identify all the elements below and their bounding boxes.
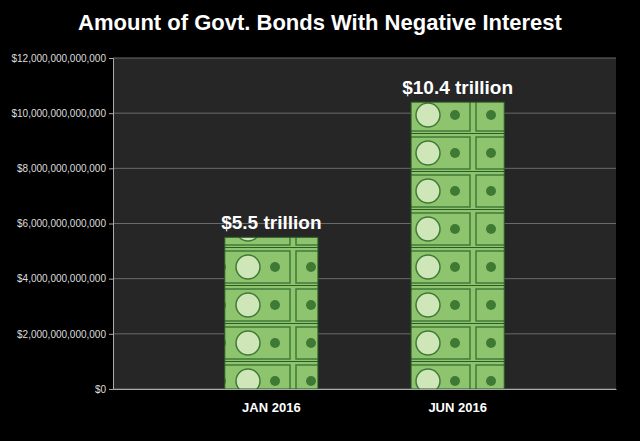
y-tick-label: $12,000,000,000,000 <box>11 53 106 64</box>
y-tick-mark <box>109 224 113 225</box>
y-tick-mark <box>109 168 113 169</box>
y-tick-mark <box>109 334 113 335</box>
x-axis-line <box>114 389 617 390</box>
x-tick: JUN 2016 <box>428 389 487 415</box>
y-tick-mark <box>109 58 113 59</box>
y-tick-label: $8,000,000,000,000 <box>17 163 106 174</box>
y-axis: $0 $2,000,000,000,000 $4,000,000,000,000 $6… <box>11 53 113 395</box>
bars <box>225 102 504 389</box>
y-tick: $0 <box>95 384 113 395</box>
x-tick-label: JAN 2016 <box>242 400 301 415</box>
y-tick-mark <box>109 279 113 280</box>
y-tick: $6,000,000,000,000 <box>17 218 113 229</box>
grid-line <box>113 58 616 59</box>
grid <box>113 58 616 389</box>
data-label: $10.4 trillion <box>402 77 513 98</box>
x-axis: JAN 2016 JUN 2016 <box>114 389 617 415</box>
x-tick-label: JUN 2016 <box>428 400 487 415</box>
y-tick: $2,000,000,000,000 <box>17 329 113 340</box>
y-tick-mark <box>109 113 113 114</box>
grid-line <box>113 278 616 279</box>
y-axis-line <box>109 59 114 390</box>
y-tick: $10,000,000,000,000 <box>11 108 113 119</box>
bar <box>411 102 504 389</box>
grid-line <box>113 168 616 169</box>
background <box>0 0 640 441</box>
y-tick-label: $2,000,000,000,000 <box>17 329 106 340</box>
data-labels: $5.5 trillion $10.4 trillion <box>221 77 513 233</box>
grid-line <box>113 223 616 224</box>
grid-line <box>113 389 616 390</box>
title: Amount of Govt. Bonds With Negative Inte… <box>78 10 562 35</box>
y-tick: $4,000,000,000,000 <box>17 273 113 284</box>
y-tick-label: $6,000,000,000,000 <box>17 218 106 229</box>
grid-line <box>113 113 616 114</box>
chart: Amount of Govt. Bonds With Negative Inte… <box>0 0 640 441</box>
grid-line <box>113 333 616 334</box>
y-tick: $8,000,000,000,000 <box>17 163 113 174</box>
y-tick: $12,000,000,000,000 <box>11 53 113 64</box>
plot: $0 $2,000,000,000,000 $4,000,000,000,000 $6… <box>11 53 616 416</box>
y-tick-label: $4,000,000,000,000 <box>17 273 106 284</box>
y-tick-label: $10,000,000,000,000 <box>11 108 106 119</box>
y-tick-label: $0 <box>95 384 107 395</box>
bar <box>225 237 318 389</box>
plot-area <box>113 58 616 389</box>
data-label: $5.5 trillion <box>221 212 321 233</box>
y-tick-mark <box>109 389 113 390</box>
x-tick: JAN 2016 <box>242 389 301 415</box>
